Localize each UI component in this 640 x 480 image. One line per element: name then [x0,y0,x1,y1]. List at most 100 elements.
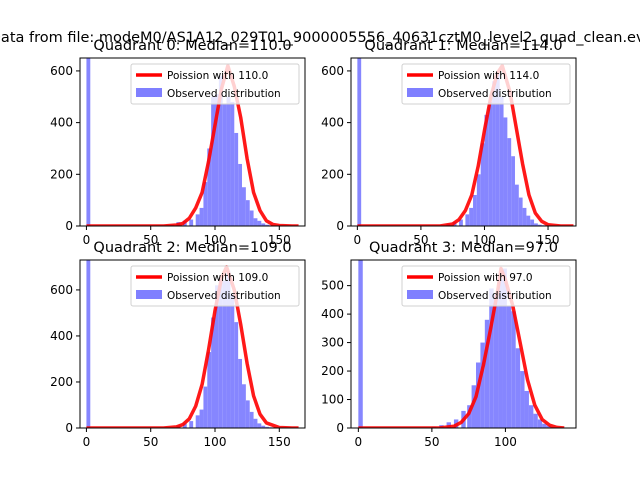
histogram-bar [189,421,194,428]
x-tick-label: 50 [143,233,158,247]
histogram-bar [238,163,242,226]
histogram-bar [357,58,362,226]
legend: Poission with 97.0 Observed distribution [401,265,571,307]
histogram-bar [476,174,481,226]
histogram-bar [257,220,262,226]
histogram-bar [473,194,477,226]
histogram-bar [86,260,91,428]
histogram-bar [189,219,194,226]
histogram-bar [245,400,250,428]
histogram-bar [218,278,223,428]
histogram-bar [528,405,534,428]
histogram-bar [199,409,204,428]
y-tick-label: 0 [65,421,73,435]
subplot-quadrant-3: Quadrant 3: Median=97.0 0 50 100 0 100 200 300 4… [321,240,577,449]
histogram-bar [465,214,470,226]
histogram-bar [542,423,547,428]
subplot-title: Quadrant 2: Median=109.0 [93,240,291,256]
subplot-title: Quadrant 0: Median=110.0 [93,38,291,54]
y-tick-label: 400 [50,329,73,343]
legend-box [401,265,571,307]
histogram-bar [249,210,254,226]
histogram-bar [211,317,215,428]
histogram-bar [476,362,481,428]
histogram-bar [518,197,523,226]
legend: Poission with 114.0 Observed distribution [401,63,571,105]
y-tick-label: 400 [321,307,344,321]
histogram-bar [182,423,187,428]
histogram-bar [488,101,493,226]
y-tick-label: 500 [321,279,344,293]
histogram-bar [234,322,239,428]
y-tick-label: 600 [321,64,344,78]
histogram-bar [495,73,500,226]
y-tick-label: 0 [336,421,344,435]
y-tick-label: 200 [50,167,73,181]
x-tick-label: 150 [268,233,291,247]
x-tick-label: 0 [355,435,363,449]
histogram-bar [261,425,266,428]
histogram-bar [226,96,231,226]
histogram-bar [480,143,485,226]
histogram-bar [261,223,266,226]
legend-histogram-label: Observed distribution [167,88,281,100]
histogram-bar [471,385,476,428]
histogram-bar [211,96,215,226]
plot-area [357,58,574,226]
histogram-bar [534,223,538,226]
legend-histogram-swatch [407,290,433,299]
legend-histogram-label: Observed distribution [438,88,552,100]
histogram-bar [238,358,242,428]
y-tick-label: 100 [321,393,344,407]
x-tick-label: 100 [494,435,517,449]
histogram-bar [489,288,494,428]
histogram-bar [503,117,508,226]
y-tick-label: 400 [321,116,344,130]
y-tick-label: 0 [336,219,344,233]
histogram-bar [506,305,512,428]
x-tick-label: 100 [204,233,227,247]
y-tick-label: 200 [50,375,73,389]
histogram-bar [242,187,246,226]
legend-box [401,63,571,105]
histogram-bar [498,279,503,428]
histogram-bar [245,200,250,226]
histogram-bar [226,271,231,428]
histogram-bar [218,76,223,226]
histogram-bar [242,384,246,428]
legend-poisson-label: Poission with 97.0 [438,272,533,284]
legend-poisson-label: Poission with 114.0 [438,70,539,82]
axes-frame [350,57,577,227]
histogram-bar [249,411,254,428]
histogram-bar [222,104,227,226]
axes-frame [79,259,306,429]
legend: Poission with 110.0 Observed distribution [130,63,300,105]
figure-suptitle: Data from file: modeM0/AS1A12_029T01_900… [0,30,640,46]
legend-histogram-swatch [407,88,433,97]
histogram-bar [546,425,551,428]
x-tick-label: 150 [268,435,291,449]
histogram-bar [265,224,269,226]
histogram-bar [253,218,258,226]
subplot-title: Quadrant 1: Median=114.0 [364,38,562,54]
histogram-bar [195,415,200,428]
x-tick-label: 100 [204,435,227,449]
histogram-bar [520,371,525,428]
x-tick-label: 50 [143,435,158,449]
histogram-bar [86,58,91,226]
y-tick-label: 600 [50,283,73,297]
histogram-bar [199,207,204,226]
histogram-bar [514,184,519,226]
histogram-bar [515,348,521,428]
histogram-bar [484,319,490,428]
subplot-quadrant-0: Quadrant 0: Median=110.0 0 50 100 150 0 200 400… [50,38,306,247]
histogram-bar [253,418,258,428]
histogram-bar [492,81,496,226]
histogram-bar [230,294,235,428]
histogram-bar [507,138,512,226]
histogram-bar [524,390,529,428]
histogram-bar [511,156,515,226]
histogram-bar [215,285,219,428]
y-tick-label: 0 [65,219,73,233]
